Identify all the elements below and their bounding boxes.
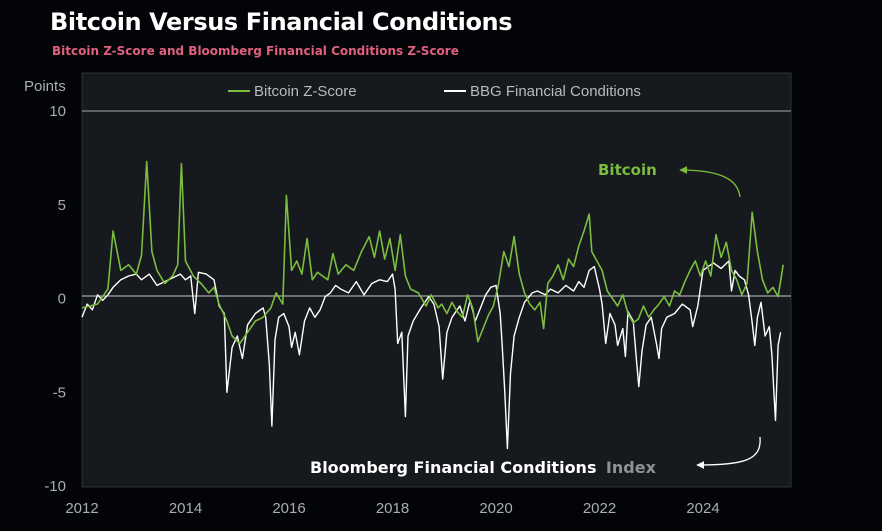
x-tick-label: 2014 — [169, 500, 202, 517]
y-axis-label: Points — [24, 78, 66, 95]
y-tick-label: 5 — [58, 197, 66, 214]
annotation-bbg-label: Bloomberg Financial Conditions Index — [310, 458, 657, 477]
x-tick-label: 2012 — [65, 500, 98, 517]
x-tick-label: 2024 — [686, 500, 719, 517]
series-line-bitcoin-z-score — [81, 160, 784, 345]
x-tick-labels: 2012 2014 2016 2018 2020 2022 2024 — [65, 500, 719, 517]
y-tick-label: 10 — [49, 103, 66, 120]
legend-label-bbg: BBG Financial Conditions — [470, 83, 641, 100]
annotation-bitcoin: Bitcoin — [598, 161, 741, 198]
y-tick-label: 0 — [58, 291, 66, 308]
plot-area — [81, 72, 792, 488]
annotation-bbg-arrow — [696, 436, 761, 469]
annotation-bitcoin-label: Bitcoin — [598, 161, 657, 179]
annotation-bitcoin-arrow — [679, 166, 741, 198]
annotation-bbg-main-text: Bloomberg Financial Conditions — [310, 458, 596, 477]
chart-subtitle: Bitcoin Z-Score and Bloomberg Financial … — [52, 44, 459, 58]
annotation-bbg-faded-text: Index — [606, 458, 657, 477]
x-tick-label: 2018 — [376, 500, 409, 517]
x-tick-label: 2020 — [479, 500, 512, 517]
x-tick-label: 2022 — [583, 500, 616, 517]
y-tick-label: -5 — [53, 384, 66, 401]
y-tick-label: -10 — [44, 478, 66, 495]
annotation-bbg: Bloomberg Financial Conditions Index — [310, 436, 761, 477]
series-line-bbg-financial-conditions — [81, 260, 782, 450]
x-tick-label: 2016 — [272, 500, 305, 517]
legend: Bitcoin Z-Score BBG Financial Conditions — [228, 83, 641, 100]
y-tick-labels: 10 5 0 -5 -10 — [44, 103, 66, 495]
chart-title: Bitcoin Versus Financial Conditions — [50, 8, 513, 36]
legend-label-bitcoin: Bitcoin Z-Score — [254, 83, 357, 100]
